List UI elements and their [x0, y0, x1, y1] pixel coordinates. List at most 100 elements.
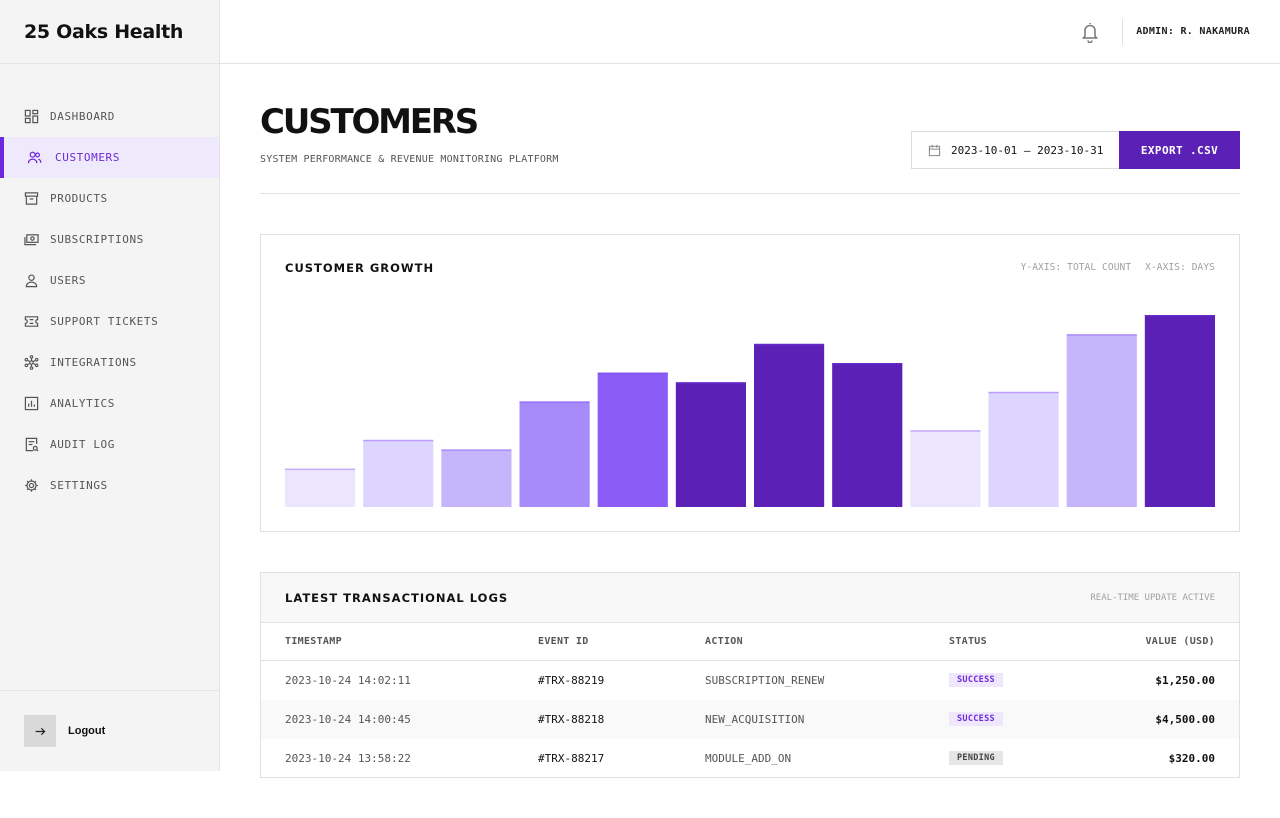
sidebar-item-products[interactable]: PRODUCTS — [0, 178, 219, 219]
cell-value: $1,250.00 — [1155, 674, 1215, 687]
sidebar-item-label: SETTINGS — [50, 479, 108, 492]
y-axis-label: Y-AXIS: TOTAL COUNT — [1020, 262, 1132, 273]
cell-action: NEW_ACQUISITION — [705, 713, 805, 726]
topbar: ADMIN: R. NAKAMURA — [220, 0, 1280, 64]
sidebar-item-integrations[interactable]: INTEGRATIONS — [0, 342, 219, 383]
x-axis-label: X-AXIS: DAYS — [1145, 262, 1215, 273]
chart-bar-7[interactable] — [754, 343, 825, 507]
sidebar-item-analytics[interactable]: ANALYTICS — [0, 383, 219, 424]
chart-bar-11[interactable] — [1066, 334, 1137, 507]
logs-header: LATEST TRANSACTIONAL LOGS REAL-TIME UPDA… — [261, 573, 1239, 623]
transaction-logs-card: LATEST TRANSACTIONAL LOGS REAL-TIME UPDA… — [260, 572, 1240, 778]
bell-icon[interactable] — [1080, 21, 1100, 43]
sidebar-item-settings[interactable]: SETTINGS — [0, 465, 219, 506]
sidebar-item-label: PRODUCTS — [50, 192, 108, 205]
brand-name: 25 Oaks Health — [24, 20, 184, 43]
analytics-icon — [24, 396, 39, 411]
cell-value: $4,500.00 — [1155, 713, 1215, 726]
logout-label[interactable]: Logout — [68, 725, 106, 737]
table-row[interactable]: 2023-10-24 14:00:45 #TRX-88218 NEW_ACQUI… — [261, 700, 1239, 739]
chart-axis-labels: Y-AXIS: TOTAL COUNT X-AXIS: DAYS — [1021, 262, 1215, 273]
chart-bar-top-edge — [285, 468, 356, 471]
chart-bar-top-edge — [675, 382, 746, 384]
logout-button[interactable] — [24, 715, 56, 747]
date-range-picker[interactable]: 2023-10-01 — 2023-10-31 — [911, 131, 1120, 169]
sidebar-item-label: DASHBOARD — [50, 110, 116, 123]
chart-bar-top-edge — [910, 430, 981, 432]
status-badge: SUCCESS — [949, 712, 1003, 726]
table-row[interactable]: 2023-10-24 13:58:22 #TRX-88217 MODULE_AD… — [261, 739, 1239, 778]
calendar-icon — [928, 144, 941, 156]
chart-bar-top-edge — [597, 372, 668, 375]
sidebar-nav: DASHBOARD CUSTOMERS PRODUCTS SUBSCRIPTIO… — [0, 64, 219, 506]
cell-timestamp: 2023-10-24 14:00:45 — [285, 713, 411, 726]
chart-bar-6[interactable] — [675, 382, 746, 507]
chart-bar-top-edge — [1066, 334, 1137, 336]
chart-bar-top-edge — [363, 439, 434, 442]
sidebar-item-label: CUSTOMERS — [55, 151, 121, 164]
chart-bar-12[interactable] — [1144, 315, 1215, 507]
admin-user-label[interactable]: ADMIN: R. NAKAMURA — [1136, 26, 1250, 37]
date-range-value: 2023-10-01 — 2023-10-31 — [951, 143, 1104, 157]
cell-timestamp: 2023-10-24 13:58:22 — [285, 752, 411, 765]
chart-bar-top-edge — [1144, 315, 1215, 317]
chart-bar-top-edge — [441, 449, 512, 451]
column-header-action[interactable]: ACTION — [705, 636, 743, 647]
sidebar-item-label: INTEGRATIONS — [50, 356, 137, 369]
customer-growth-chart — [285, 315, 1215, 507]
cell-event-id: #TRX-88219 — [538, 674, 605, 687]
brand: 25 Oaks Health — [0, 0, 219, 64]
chart-bar-8[interactable] — [832, 363, 903, 507]
user-icon — [25, 274, 38, 288]
chart-bar-top-edge — [832, 363, 903, 365]
sidebar: 25 Oaks Health DASHBOARD CUSTOMERS PRODU… — [0, 0, 220, 771]
cell-timestamp: 2023-10-24 14:02:11 — [285, 674, 411, 687]
export-csv-button[interactable]: EXPORT .CSV — [1119, 131, 1240, 169]
chart-bar-3[interactable] — [441, 449, 512, 507]
chart-bar-5[interactable] — [597, 372, 668, 507]
dashboard-icon — [24, 109, 39, 124]
sidebar-item-audit-log[interactable]: AUDIT LOG — [0, 424, 219, 465]
arrow-right-icon — [35, 727, 45, 735]
page-title: CUSTOMERS — [260, 102, 479, 142]
column-header-event-id[interactable]: EVENT ID — [538, 636, 589, 647]
sidebar-item-customers[interactable]: CUSTOMERS — [0, 137, 219, 178]
chart-bar-top-edge — [754, 343, 825, 346]
sidebar-item-label: ANALYTICS — [50, 397, 116, 410]
customers-icon — [27, 151, 42, 164]
chart-bar-10[interactable] — [988, 391, 1059, 507]
chart-bar-9[interactable] — [910, 430, 981, 507]
sidebar-item-dashboard[interactable]: DASHBOARD — [0, 96, 219, 137]
sidebar-item-support-tickets[interactable]: SUPPORT TICKETS — [0, 301, 219, 342]
gear-icon — [25, 479, 38, 492]
column-header-status[interactable]: STATUS — [949, 636, 987, 647]
money-icon — [24, 234, 39, 246]
table-body: 2023-10-24 14:02:11 #TRX-88219 SUBSCRIPT… — [261, 661, 1239, 778]
sidebar-item-label: SUPPORT TICKETS — [50, 315, 159, 328]
live-status-label: REAL-TIME UPDATE ACTIVE — [1090, 593, 1215, 603]
column-header-value[interactable]: VALUE (USD) — [1145, 636, 1215, 647]
sidebar-item-label: USERS — [50, 274, 87, 287]
cell-event-id: #TRX-88217 — [538, 752, 605, 765]
chart-bar-4[interactable] — [519, 401, 590, 507]
sidebar-footer: Logout — [0, 690, 219, 771]
sidebar-item-label: SUBSCRIPTIONS — [50, 233, 144, 246]
sidebar-item-label: AUDIT LOG — [50, 438, 116, 451]
cell-action: MODULE_ADD_ON — [705, 752, 792, 765]
sidebar-item-users[interactable]: USERS — [0, 260, 219, 301]
status-badge: PENDING — [949, 751, 1003, 765]
logs-title: LATEST TRANSACTIONAL LOGS — [285, 591, 509, 605]
archive-icon — [24, 192, 39, 205]
chart-bar-top-edge — [519, 401, 590, 403]
chart-bar-2[interactable] — [363, 439, 434, 507]
column-header-timestamp[interactable]: TIMESTAMP — [285, 636, 342, 647]
sidebar-item-subscriptions[interactable]: SUBSCRIPTIONS — [0, 219, 219, 260]
network-icon — [24, 355, 39, 370]
chart-bar-1[interactable] — [285, 468, 356, 507]
table-row[interactable]: 2023-10-24 14:02:11 #TRX-88219 SUBSCRIPT… — [261, 661, 1239, 700]
cell-value: $320.00 — [1168, 752, 1215, 765]
customer-growth-card: CUSTOMER GROWTH Y-AXIS: TOTAL COUNT X-AXI… — [260, 234, 1240, 532]
chart-bar-top-edge — [988, 391, 1059, 394]
topbar-divider — [1122, 19, 1123, 45]
ticket-icon — [24, 316, 39, 327]
